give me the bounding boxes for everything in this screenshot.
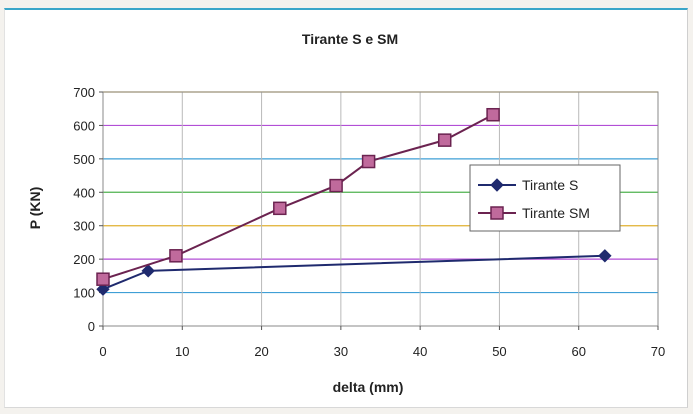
series-1 bbox=[96, 249, 612, 296]
legend-box bbox=[469, 164, 621, 232]
y-tick-label: 600 bbox=[73, 118, 95, 133]
data-point bbox=[141, 264, 155, 278]
y-tick-label: 500 bbox=[73, 152, 95, 167]
x-tick-label: 10 bbox=[175, 344, 189, 359]
y-tick-label: 300 bbox=[73, 219, 95, 234]
y-tick-label: 400 bbox=[73, 185, 95, 200]
legend-marker bbox=[490, 206, 504, 220]
x-tick-label: 50 bbox=[492, 344, 506, 359]
legend: Tirante S Tirante SM bbox=[469, 164, 621, 232]
y-tick-label: 100 bbox=[73, 286, 95, 301]
x-tick-label: 60 bbox=[571, 344, 585, 359]
data-point bbox=[598, 249, 612, 263]
x-tick-label: 30 bbox=[334, 344, 348, 359]
x-tick-label: 0 bbox=[99, 344, 106, 359]
legend-label: Tirante SM bbox=[522, 205, 590, 221]
data-point bbox=[169, 249, 183, 263]
data-point bbox=[361, 154, 376, 169]
plot-area bbox=[102, 91, 659, 327]
x-tick-label: 20 bbox=[254, 344, 268, 359]
x-axis-label: delta (mm) bbox=[333, 379, 404, 395]
data-point bbox=[329, 178, 343, 193]
y-axis-label: P (KN) bbox=[27, 187, 43, 230]
data-point bbox=[273, 201, 287, 216]
legend-label: Tirante S bbox=[522, 177, 578, 193]
legend-marker bbox=[490, 178, 504, 192]
y-axis: 0 100 200 300 400 500 600 700 bbox=[73, 85, 103, 334]
data-point bbox=[96, 272, 110, 286]
y-tick-label: 0 bbox=[88, 319, 95, 334]
series-layer bbox=[96, 107, 612, 296]
x-tick-label: 40 bbox=[413, 344, 427, 359]
series-2 bbox=[96, 107, 500, 286]
chart-title: Tirante S e SM bbox=[302, 31, 398, 47]
series-line bbox=[102, 113, 494, 281]
data-point bbox=[96, 282, 110, 296]
data-point bbox=[486, 107, 500, 122]
y-tick-label: 200 bbox=[73, 252, 95, 267]
data-point bbox=[437, 133, 452, 147]
x-axis: 0 10 20 30 40 50 60 70 bbox=[99, 326, 665, 359]
x-tick-label: 70 bbox=[651, 344, 665, 359]
y-tick-label: 700 bbox=[73, 85, 95, 100]
